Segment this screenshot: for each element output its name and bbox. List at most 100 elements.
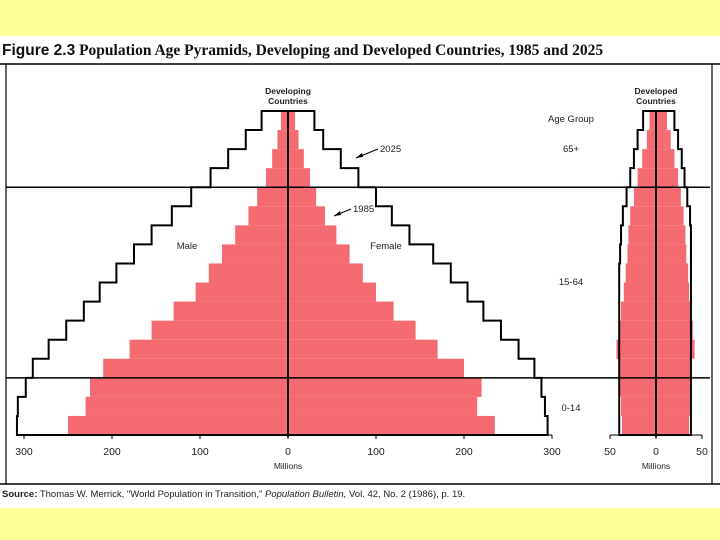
- developing-1985-male-bar-40-44: [208, 263, 288, 283]
- developed-1985-female-bar-80+: [656, 111, 668, 131]
- developing-1985-female-bar-45-49: [288, 244, 350, 264]
- developed-2025-female-outline: [656, 110, 692, 436]
- developed-1985-female-bar-15-19: [656, 358, 692, 378]
- axes-and-dividers: [6, 111, 710, 439]
- developing-tick-label: 300: [543, 446, 561, 458]
- developing-1985-male-bar-5-9: [85, 396, 288, 416]
- annotation-1985-arrowhead: [334, 211, 341, 216]
- developing-1985-female-bar-15-19: [288, 358, 464, 378]
- developed-panel-title-line2: Countries: [636, 96, 676, 106]
- chart-text: 300 200 100 0 100 200 300 Millions 50 0 50 Millions…: [15, 86, 708, 471]
- developing-1985-female-bar-35-39: [288, 282, 376, 302]
- developing-1985-male-bar-0-4: [68, 415, 288, 435]
- age-group-label-0-14: 0-14: [561, 403, 580, 414]
- developing-1985-female-bar-0-4: [288, 415, 495, 435]
- developed-1985-male-bar-30-34: [621, 301, 656, 321]
- developed-1985-male-bar-5-9: [621, 396, 656, 416]
- developed-1985-female-bar-35-39: [656, 282, 690, 302]
- developed-1985-male-bar-40-44: [625, 263, 656, 283]
- developing-1985-female-bar-70-74: [288, 149, 304, 169]
- developing-1985-female-bar-80+: [288, 111, 296, 131]
- developed-1985-female-bar-75-79: [656, 130, 671, 150]
- developed-1985-female-bar-40-44: [656, 263, 689, 283]
- developing-tick-label: 100: [367, 446, 385, 458]
- developed-1985-male-bar-65-69: [637, 168, 656, 188]
- developing-1985-bars: [68, 111, 495, 435]
- developing-1985-male-bar-50-54: [235, 225, 288, 245]
- developed-x-axis-label: Millions: [642, 461, 670, 471]
- developing-panel-title: Developing Countries: [265, 86, 311, 106]
- age-group-label-header: Age Group: [548, 114, 594, 125]
- developing-1985-female-bar-20-24: [288, 339, 438, 359]
- developing-2025-female-outline: [288, 110, 549, 436]
- developing-1985-male-bar-55-59: [248, 206, 288, 226]
- developed-1985-male-bar-55-59: [630, 206, 656, 226]
- developing-1985-female-bar-5-9: [288, 396, 478, 416]
- developed-2025-outline: [618, 110, 692, 436]
- developing-tick-label: 200: [103, 446, 121, 458]
- developed-1985-female-bar-70-74: [656, 149, 675, 169]
- developing-1985-male-bar-65-69: [266, 168, 288, 188]
- developed-1985-male-bar-35-39: [623, 282, 656, 302]
- developed-1985-male-bar-25-29: [619, 320, 656, 340]
- developing-1985-female-bar-50-54: [288, 225, 337, 245]
- annotation-2025: 2025: [380, 144, 401, 155]
- source-text-before: Thomas W. Merrick, "World Population in …: [39, 489, 263, 500]
- age-group-label-65+: 65+: [563, 144, 580, 155]
- developing-tick-label: 0: [285, 446, 291, 458]
- source-publication: Population Bulletin,: [265, 489, 347, 500]
- developed-panel-title-line1: Developed: [635, 86, 678, 96]
- developing-1985-male-bar-80+: [280, 111, 288, 131]
- developed-1985-female-bar-60-64: [656, 187, 681, 207]
- developed-1985-male-bar-0-4: [621, 415, 656, 435]
- female-label: Female: [370, 241, 402, 252]
- developing-1985-female-bar-75-79: [288, 130, 299, 150]
- developed-1985-male-bar-10-14: [620, 377, 656, 397]
- developed-1985-female-bar-30-34: [656, 301, 691, 321]
- annotation-2025-arrowhead: [356, 153, 363, 158]
- developing-1985-male-bar-20-24: [129, 339, 288, 359]
- developing-1985-female-bar-60-64: [288, 187, 317, 207]
- developing-1985-female-bar-10-14: [288, 377, 482, 397]
- developed-tick-label: 50: [604, 446, 616, 458]
- developing-1985-female-bar-25-29: [288, 320, 416, 340]
- developing-1985-male-bar-15-19: [103, 358, 288, 378]
- developed-1985-female-bar-20-24: [656, 339, 695, 359]
- figure-frame: [0, 63, 720, 485]
- developing-2025-outline: [15, 110, 549, 436]
- developing-1985-female-bar-55-59: [288, 206, 325, 226]
- developing-1985-female-bar-65-69: [288, 168, 310, 188]
- developed-1985-male-bar-45-49: [627, 244, 656, 264]
- developing-1985-male-bar-30-34: [173, 301, 288, 321]
- developing-1985-male-bar-70-74: [272, 149, 288, 169]
- developed-1985-male-bar-50-54: [628, 225, 656, 245]
- developing-1985-male-bar-10-14: [90, 377, 288, 397]
- figure-label: Figure 2.3: [2, 42, 76, 59]
- figure-title: Figure 2.3 Population Age Pyramids, Deve…: [2, 42, 603, 60]
- developing-2025-male-outline: [15, 110, 288, 436]
- developing-1985-male-bar-45-49: [222, 244, 288, 264]
- developed-panel-title: Developed Countries: [635, 86, 678, 106]
- male-label: Male: [177, 241, 198, 252]
- developing-panel-title-line2: Countries: [268, 96, 308, 106]
- figure-title-text: Population Age Pyramids, Developing and …: [79, 42, 604, 59]
- developing-1985-female-bar-40-44: [288, 263, 363, 283]
- developed-1985-male-bar-70-74: [642, 149, 656, 169]
- developed-1985-male-bar-75-79: [646, 130, 656, 150]
- developed-1985-female-bar-5-9: [656, 396, 691, 416]
- developing-1985-male-bar-35-39: [195, 282, 288, 302]
- developing-1985-male-bar-75-79: [277, 130, 288, 150]
- developed-1985-female-bar-10-14: [656, 377, 691, 397]
- developing-x-axis-label: Millions: [274, 461, 302, 471]
- developed-1985-female-bar-45-49: [656, 244, 687, 264]
- developed-1985-female-bar-0-4: [656, 415, 690, 435]
- source-label: Source:: [2, 489, 38, 500]
- developed-1985-male-bar-20-24: [616, 339, 656, 359]
- developed-1985-female-bar-55-59: [656, 206, 684, 226]
- developing-1985-male-bar-25-29: [151, 320, 288, 340]
- developed-1985-female-bar-25-29: [656, 320, 693, 340]
- developed-tick-label: 0: [653, 446, 659, 458]
- developed-tick-label: 50: [696, 446, 708, 458]
- developed-1985-female-bar-50-54: [656, 225, 686, 245]
